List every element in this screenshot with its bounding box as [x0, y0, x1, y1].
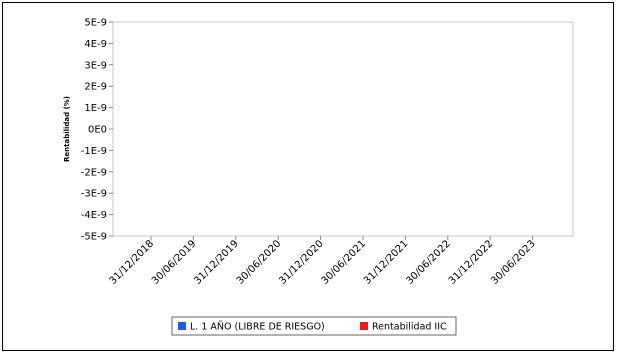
- y-tick-label: 1E-9: [84, 103, 107, 114]
- y-tick-label: 4E-9: [84, 39, 107, 50]
- x-tick-label: 31/12/2019: [192, 238, 241, 287]
- x-tick-label: 30/06/2020: [235, 238, 284, 287]
- legend-label: Rentabilidad IIC: [372, 322, 447, 333]
- y-tick-label: -5E-9: [81, 232, 107, 243]
- y-tick-label: 0E0: [88, 125, 107, 136]
- legend-label: L. 1 AÑO (LIBRE DE RIESGO): [190, 322, 325, 333]
- x-tick-label: 31/12/2022: [447, 238, 496, 287]
- y-tick-label: -4E-9: [81, 210, 107, 221]
- legend-swatch: [360, 322, 368, 330]
- y-tick-label: -1E-9: [81, 146, 107, 157]
- legend: L. 1 AÑO (LIBRE DE RIESGO) Rentabilidad I…: [171, 316, 457, 336]
- x-tick-label: 31/12/2020: [277, 238, 326, 287]
- chart: 5E-9 4E-9 3E-9 2E-9 1E-9 0E0 -1E-9 -2E-9 -3E-9 -4…: [63, 18, 574, 336]
- y-axis: 5E-9 4E-9 3E-9 2E-9 1E-9 0E0 -1E-9 -2E-9 -3E-9 -4…: [81, 18, 113, 243]
- x-axis: 31/12/201830/06/201931/12/201930/06/2020…: [108, 236, 538, 287]
- chart-frame: 5E-9 4E-9 3E-9 2E-9 1E-9 0E0 -1E-9 -2E-9 -3E-9 -4…: [2, 2, 614, 351]
- x-tick-label: 30/06/2021: [320, 238, 369, 287]
- x-tick-label: 30/06/2019: [150, 238, 199, 287]
- plot-area: [112, 21, 574, 237]
- y-tick-label: 5E-9: [84, 18, 107, 29]
- y-tick-label: 3E-9: [84, 60, 107, 71]
- y-axis-label: Rentabilidad (%): [63, 96, 71, 162]
- x-tick-label: 30/06/2022: [404, 238, 453, 287]
- y-tick-label: -3E-9: [81, 189, 107, 200]
- legend-swatch: [178, 322, 186, 330]
- legend-box: [171, 316, 457, 336]
- x-tick-label: 31/12/2021: [362, 238, 411, 287]
- y-tick-label: -2E-9: [81, 167, 107, 178]
- x-tick-label: 31/12/2018: [108, 238, 157, 287]
- x-tick-label: 30/06/2023: [489, 238, 538, 287]
- y-tick-label: 2E-9: [84, 82, 107, 93]
